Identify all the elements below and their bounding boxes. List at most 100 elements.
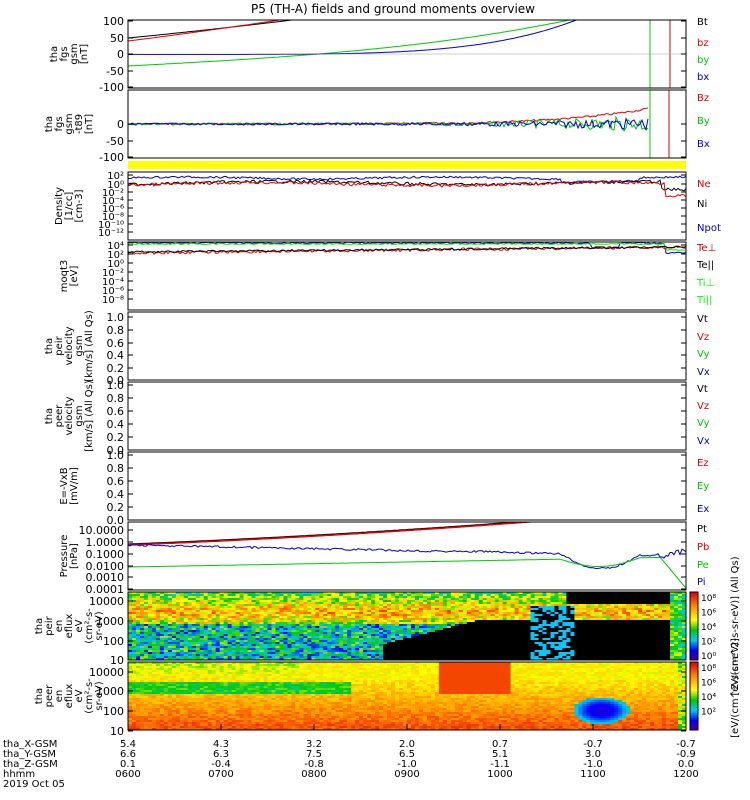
heatmap-cell <box>235 596 240 599</box>
heatmap-cell <box>650 594 655 597</box>
heatmap-cell <box>654 622 659 625</box>
heatmap-cell <box>139 626 145 629</box>
heatmap-cell <box>678 654 683 657</box>
heatmap-cell <box>554 622 559 625</box>
heatmap-cell <box>626 610 631 613</box>
heatmap-cell <box>183 652 189 655</box>
heatmap-cell <box>351 596 356 599</box>
heatmap-cell <box>486 648 492 651</box>
heatmap-cell <box>442 636 448 639</box>
heatmap-cell <box>267 646 272 649</box>
heatmap-cell <box>530 592 535 595</box>
heatmap-cell <box>167 598 173 601</box>
heatmap-cell <box>438 638 444 641</box>
heatmap-cell <box>550 626 555 629</box>
heatmap-cell <box>598 644 603 647</box>
heatmap-cell <box>490 644 496 647</box>
heatmap-cell <box>199 644 205 647</box>
heatmap-cell <box>522 616 527 619</box>
heatmap-cell <box>231 658 237 660</box>
heatmap-cell <box>299 616 304 619</box>
legend-Vz: Vz <box>697 332 709 343</box>
heatmap-cell <box>530 638 535 641</box>
heatmap-cell <box>422 648 428 651</box>
heatmap-cell <box>438 624 444 627</box>
heatmap-cell <box>143 612 149 615</box>
heatmap-cell <box>646 622 651 625</box>
heatmap-cell <box>403 624 408 627</box>
heatmap-cell <box>462 612 468 615</box>
heatmap-cell <box>674 648 679 651</box>
y-tick-label: 0.0001 <box>86 583 125 596</box>
heatmap-cell <box>478 622 484 625</box>
heatmap-cell <box>363 604 368 607</box>
heatmap-cell <box>307 598 312 601</box>
heatmap-cell <box>227 636 233 639</box>
heatmap-cell <box>251 646 256 649</box>
heatmap-cell <box>542 612 547 615</box>
heatmap-cell <box>582 610 587 613</box>
heatmap-cell <box>271 614 276 617</box>
heatmap-cell <box>135 610 141 613</box>
heatmap-cell <box>666 650 671 653</box>
heatmap-cell <box>243 624 248 627</box>
heatmap-cell <box>219 602 225 605</box>
heatmap-cell <box>518 648 523 651</box>
heatmap-cell <box>522 598 527 601</box>
heatmap-cell <box>247 614 252 617</box>
heatmap-cell <box>470 632 476 635</box>
heatmap-cell <box>403 628 408 631</box>
heatmap-cell <box>351 644 356 647</box>
heatmap-cell <box>482 592 488 595</box>
heatmap-cell <box>654 650 659 653</box>
heatmap-cell <box>367 658 372 660</box>
heatmap-cell <box>399 642 404 645</box>
heatmap-cell <box>478 600 484 603</box>
heatmap-cell <box>383 618 388 621</box>
heatmap-cell <box>410 592 416 595</box>
heatmap-cell <box>418 654 424 657</box>
heatmap-cell <box>299 600 304 603</box>
heatmap-cell <box>486 642 492 645</box>
heatmap-cell <box>514 652 519 655</box>
heatmap-cell <box>171 594 177 597</box>
heatmap-cell <box>426 624 432 627</box>
heatmap-cell <box>219 620 225 623</box>
heatmap-cell <box>610 620 615 623</box>
heatmap-cell <box>303 612 308 615</box>
heatmap-cell <box>438 608 444 611</box>
heatmap-cell <box>498 654 504 657</box>
heatmap-cell <box>522 630 527 633</box>
heatmap-cell <box>267 620 272 623</box>
heatmap-cell <box>355 622 360 625</box>
heatmap-cell <box>279 596 284 599</box>
heatmap-cell <box>578 650 583 653</box>
heatmap-cell <box>331 656 336 659</box>
legend-Vx: Vx <box>697 436 710 447</box>
heatmap-cell <box>558 628 563 631</box>
heatmap-cell <box>371 606 376 609</box>
heatmap-cell <box>578 646 583 649</box>
heatmap-cell <box>128 596 133 599</box>
heatmap-cell <box>666 648 671 651</box>
heatmap-cell <box>578 610 583 613</box>
heatmap-cell <box>375 638 380 641</box>
heatmap-cell <box>638 642 643 645</box>
heatmap-cell <box>395 612 400 615</box>
heatmap-cell <box>586 610 591 613</box>
heatmap-cell <box>678 614 683 617</box>
heatmap-cell <box>558 616 563 619</box>
heatmap-cell <box>263 630 268 633</box>
heatmap-cell <box>550 652 555 655</box>
heatmap-cell <box>387 634 392 637</box>
heatmap-cell <box>666 646 671 649</box>
heatmap-cell <box>171 618 177 621</box>
heatmap-cell <box>430 640 436 643</box>
heatmap-cell <box>151 650 157 653</box>
heatmap-cell <box>670 640 675 643</box>
heatmap-cell <box>303 604 308 607</box>
heatmap-cell <box>159 612 165 615</box>
heatmap-cell <box>259 636 264 639</box>
heatmap-cell <box>418 596 424 599</box>
heatmap-cell <box>147 592 153 595</box>
